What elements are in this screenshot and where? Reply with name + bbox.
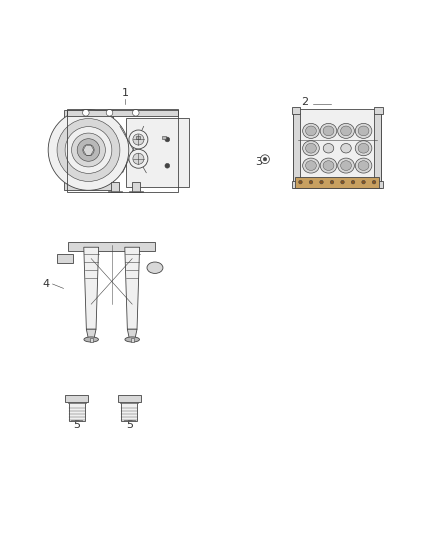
Text: 2: 2 [301,97,308,107]
Bar [65,395,88,402]
Text: 5: 5 [126,420,133,430]
Circle shape [309,180,313,184]
Bar [124,420,135,422]
Ellipse shape [306,126,316,136]
Bar [293,113,300,184]
Bar [68,241,155,251]
Ellipse shape [84,337,99,342]
Text: 3: 3 [255,157,262,167]
Ellipse shape [358,161,369,171]
Bar [67,402,86,403]
Bar [292,181,300,188]
Circle shape [165,137,170,142]
Bar [111,182,119,192]
Ellipse shape [341,161,351,171]
Polygon shape [125,247,140,329]
Text: 4: 4 [42,279,49,289]
Circle shape [83,144,94,156]
Bar [121,402,137,421]
Bar [374,181,383,188]
Bar [129,191,143,192]
Bar [293,109,381,188]
Bar [90,338,92,342]
Circle shape [129,149,148,168]
Circle shape [133,134,144,145]
Ellipse shape [306,143,316,153]
Polygon shape [84,247,99,329]
Circle shape [82,109,89,116]
Circle shape [65,127,112,173]
Ellipse shape [306,161,316,171]
Circle shape [372,180,376,184]
Ellipse shape [323,143,334,153]
Circle shape [129,130,148,149]
Ellipse shape [320,124,337,139]
Bar [67,109,178,192]
Ellipse shape [341,143,351,153]
Circle shape [341,180,344,184]
Bar [57,254,73,263]
Ellipse shape [355,141,372,156]
Ellipse shape [341,126,351,136]
Bar [131,338,134,342]
Circle shape [77,139,100,161]
Bar [120,402,138,403]
Ellipse shape [358,126,369,136]
Bar [295,176,379,188]
Circle shape [263,157,267,161]
Ellipse shape [355,158,372,173]
Ellipse shape [303,124,319,139]
Circle shape [299,180,302,184]
Ellipse shape [323,161,334,171]
Circle shape [71,133,106,167]
Ellipse shape [147,262,163,273]
Ellipse shape [320,158,337,173]
Ellipse shape [355,124,372,139]
Ellipse shape [323,126,334,136]
Circle shape [106,109,113,116]
Polygon shape [127,329,137,338]
Bar [162,135,166,140]
Bar [71,420,82,422]
Circle shape [351,180,355,184]
Circle shape [320,180,323,184]
Circle shape [330,180,334,184]
Bar [374,107,383,114]
Bar [64,110,113,190]
Circle shape [48,110,129,190]
Circle shape [261,155,269,164]
Bar [67,110,178,116]
Bar [126,118,189,187]
Ellipse shape [303,158,319,173]
Circle shape [133,153,144,164]
Bar [108,191,122,192]
Text: 1: 1 [121,88,128,99]
Circle shape [133,109,139,116]
Ellipse shape [303,141,319,156]
Bar [292,107,300,114]
Ellipse shape [338,124,354,139]
Bar [136,135,140,140]
Bar [132,182,140,192]
Polygon shape [86,329,96,338]
Bar [374,113,381,184]
Circle shape [165,164,170,168]
Ellipse shape [358,143,369,153]
Text: 5: 5 [73,420,80,430]
Ellipse shape [125,337,139,342]
Ellipse shape [338,158,354,173]
Circle shape [362,180,365,184]
Circle shape [57,118,120,181]
Bar [118,395,141,402]
Bar [69,402,85,421]
